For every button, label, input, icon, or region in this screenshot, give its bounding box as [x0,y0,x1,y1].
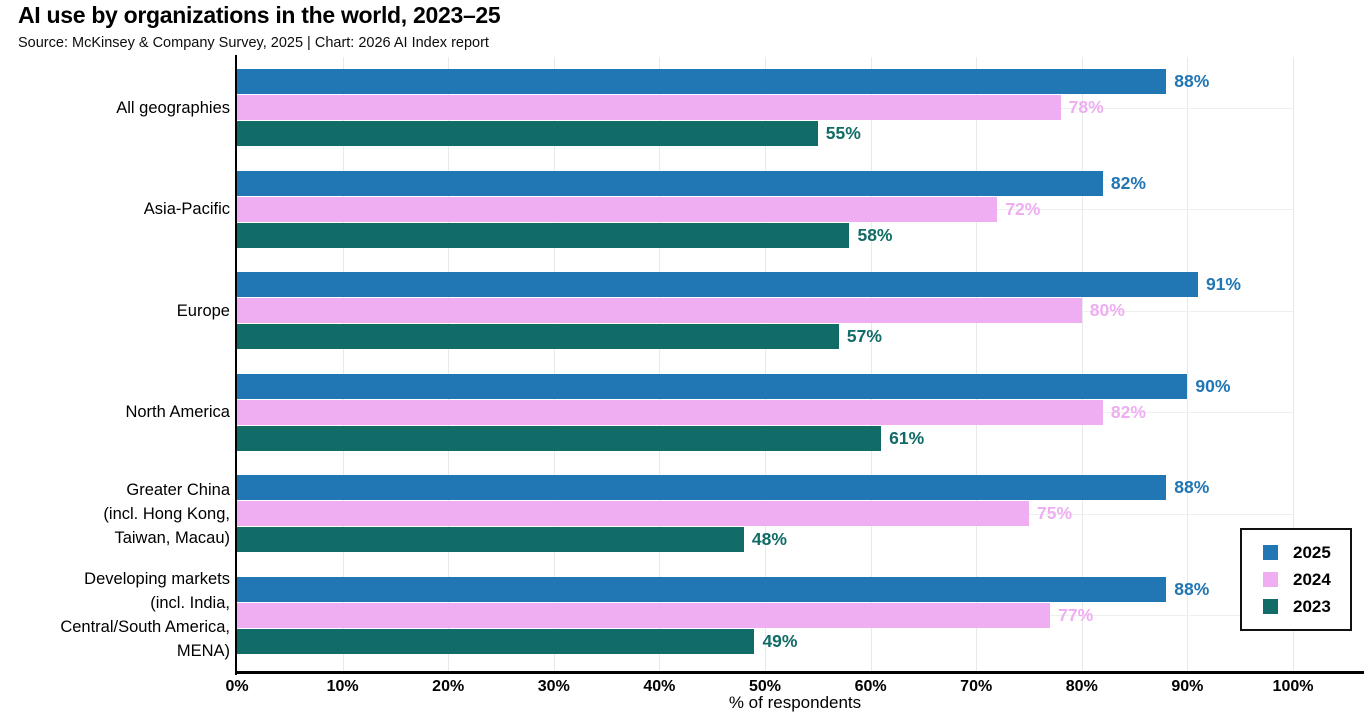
category-label: Europe [176,301,230,320]
bar-value-label: 49% [762,630,798,651]
chart-title: AI use by organizations in the world, 20… [18,2,501,28]
gridline-vertical [1187,57,1189,672]
bar-value-label: 88% [1174,578,1210,599]
bar-value-label: 90% [1195,375,1231,396]
category-label: Developing markets (incl. India, Central/S… [60,570,230,660]
legend-item: 2023 [1242,593,1350,620]
legend-item: 2024 [1242,566,1350,593]
legend-swatch [1263,599,1278,614]
bar-value-label: 58% [857,224,893,245]
bar-value-label: 91% [1205,274,1241,294]
bar-2023 [237,222,850,248]
bar-2023 [237,628,755,654]
chart-subtitle: Source: McKinsey & Company Survey, 2025 … [18,35,489,51]
bar-value-label: 82% [1110,172,1146,193]
y-axis-line [234,55,237,675]
bar-value-label: 88% [1174,71,1210,91]
bar-2024 [237,399,1103,425]
x-tick-label: 60% [854,678,887,695]
bar-value-label: 82% [1110,401,1146,422]
bar-2025 [237,272,1198,297]
plot-area: 88% 82% 91% 90% 88% 88% 78% 72% 80% 82% 75% 77% 55% 5… [237,57,1294,672]
bar-2025 [237,475,1167,500]
bar-value-label: 57% [846,326,882,346]
gridline-vertical [870,57,872,672]
bar-value-label: 80% [1089,300,1125,320]
bar-2023 [237,121,818,146]
legend: 2025 2024 2023 [1240,528,1352,631]
bar-value-label: 77% [1058,604,1094,625]
bar-2025 [237,576,1167,602]
gridline-vertical [976,57,978,672]
bar-2025 [237,373,1188,399]
bar-value-label: 72% [1005,198,1041,219]
legend-label: 2025 [1293,542,1331,562]
bar-2024 [237,95,1061,120]
x-tick-label: 10% [326,678,359,695]
gridline-vertical [448,57,450,672]
bar-value-label: 48% [751,529,787,549]
bar-value-label: 78% [1068,97,1104,117]
category-label: Greater China (incl. Hong Kong, Taiwan, Ma… [103,480,230,547]
legend-swatch [1263,572,1278,587]
bar-value-label: 61% [889,427,925,448]
x-tick-label: 50% [748,678,782,695]
x-tick-label: 20% [432,678,465,695]
x-tick-label: 90% [1171,678,1204,695]
bar-2024 [237,196,998,222]
x-tick-label: 70% [960,678,993,695]
gridline-vertical [1081,57,1083,672]
bar-2023 [237,425,882,451]
bar-2023 [237,527,744,552]
bar-2025 [237,170,1103,196]
bar-value-label: 75% [1037,503,1073,523]
x-tick-label: 40% [643,678,676,695]
bar-2024 [237,501,1029,526]
bar-value-label: 55% [825,123,861,143]
x-tick-label: 100% [1272,678,1314,695]
bar-2024 [237,298,1082,323]
legend-item: 2025 [1242,539,1350,566]
category-label: All geographies [116,98,230,117]
legend-label: 2023 [1293,596,1331,616]
x-axis-title: % of respondents [728,693,862,712]
gridline-vertical [659,57,661,672]
bar-value-label: 88% [1174,477,1210,497]
x-tick-label: 30% [537,678,570,695]
gridline-vertical [1293,57,1294,672]
category-label: Asia-Pacific [143,200,230,218]
x-tick-label: 0% [225,678,249,695]
gridline-vertical [765,57,766,672]
legend-label: 2024 [1293,569,1331,589]
legend-swatch [1263,545,1278,560]
gridline-vertical [342,57,344,672]
bar-2024 [237,602,1051,628]
gridline-vertical [553,57,555,672]
x-axis-line [237,671,1364,674]
bar-2025 [237,69,1167,94]
category-label: North America [125,403,230,421]
x-tick-label: 80% [1065,678,1098,695]
bar-2023 [237,324,839,349]
